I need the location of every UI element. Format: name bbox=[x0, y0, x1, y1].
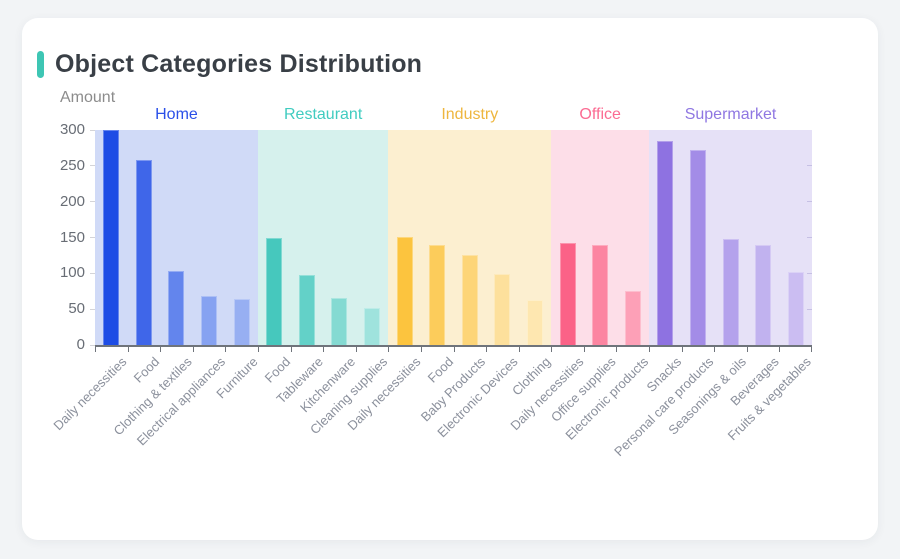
x-axis-tick bbox=[193, 345, 194, 352]
y-axis-tick-right bbox=[807, 272, 812, 274]
bar-supermarket-seasonings-oils[interactable] bbox=[722, 238, 739, 345]
y-axis-tick-right bbox=[807, 165, 812, 167]
x-axis-tick bbox=[747, 345, 748, 352]
y-tick-label: 100 bbox=[59, 264, 85, 282]
bar-industry-clothing[interactable] bbox=[526, 299, 543, 345]
y-tick-label: 0 bbox=[76, 336, 85, 353]
x-axis-tick bbox=[616, 345, 617, 352]
bar-supermarket-beverages[interactable] bbox=[755, 244, 772, 345]
y-axis-tick-left bbox=[90, 201, 95, 203]
group-label-industry: Industry bbox=[441, 106, 499, 123]
bar-supermarket-fruits-vegetables[interactable] bbox=[787, 271, 804, 345]
y-axis-tick-left bbox=[90, 272, 95, 274]
x-axis-tick bbox=[421, 345, 422, 352]
x-axis-tick bbox=[356, 345, 357, 352]
bar-industry-electronic-devices[interactable] bbox=[494, 274, 511, 345]
x-axis-tick bbox=[160, 345, 161, 352]
y-axis-tick-left bbox=[90, 308, 95, 310]
bar-supermarket-personal-care-products[interactable] bbox=[689, 150, 706, 345]
bar-restaurant-cleaning-supplies[interactable] bbox=[364, 308, 381, 345]
group-label-supermarket: Supermarket bbox=[684, 106, 777, 123]
y-axis-tick-right bbox=[807, 201, 812, 203]
bar-home-furniture[interactable] bbox=[233, 299, 250, 345]
y-axis-tick-left bbox=[90, 129, 95, 131]
plot-area: Home Daily necessities Food Clothing & text… bbox=[51, 106, 814, 459]
bar-restaurant-tableware[interactable] bbox=[298, 275, 315, 345]
card-header: Object Categories Distribution bbox=[37, 50, 422, 79]
bar-industry-baby-products[interactable] bbox=[461, 254, 478, 345]
x-axis-tick bbox=[714, 345, 715, 352]
x-axis-tick bbox=[388, 345, 389, 352]
x-axis-tick bbox=[551, 345, 552, 352]
x-axis-tick bbox=[225, 345, 226, 352]
x-axis-tick bbox=[649, 345, 650, 352]
bar-home-daily-necessities[interactable] bbox=[103, 130, 120, 345]
group-label-home: Home bbox=[155, 106, 198, 123]
bar-home-food[interactable] bbox=[135, 160, 152, 345]
x-axis-tick bbox=[323, 345, 324, 352]
bar-restaurant-food[interactable] bbox=[266, 238, 283, 345]
bar-office-daily-necessities[interactable] bbox=[559, 243, 576, 345]
x-axis-tick bbox=[258, 345, 259, 352]
x-axis-tick bbox=[519, 345, 520, 352]
y-tick-label: 300 bbox=[59, 121, 85, 138]
bar-supermarket-snacks[interactable] bbox=[657, 140, 674, 345]
x-axis-tick bbox=[779, 345, 780, 352]
bar-home-clothing-textiles[interactable] bbox=[168, 271, 185, 345]
bar-industry-daily-necessities[interactable] bbox=[396, 236, 413, 345]
y-axis-tick-right bbox=[807, 308, 812, 310]
y-tick-label: 50 bbox=[68, 300, 85, 318]
x-axis-tick bbox=[811, 345, 812, 352]
title-accent-bar bbox=[37, 51, 44, 78]
page-title: Object Categories Distribution bbox=[55, 50, 423, 78]
group-label-office: Office bbox=[579, 106, 621, 123]
y-axis-tick-left bbox=[90, 237, 95, 238]
y-axis-tick-left bbox=[90, 344, 95, 346]
x-axis-tick bbox=[128, 345, 129, 352]
y-tick-label: 250 bbox=[59, 156, 85, 174]
bar-home-electrical-appliances[interactable] bbox=[201, 295, 218, 345]
x-axis-tick bbox=[291, 345, 292, 352]
y-axis-title: Amount bbox=[60, 89, 116, 106]
y-tick-label: 200 bbox=[59, 192, 85, 210]
bar-office-office-supplies[interactable] bbox=[592, 245, 609, 345]
x-axis-tick bbox=[486, 345, 487, 352]
x-axis-tick bbox=[95, 345, 96, 352]
bar-restaurant-kitchenware[interactable] bbox=[331, 298, 348, 345]
bar-office-electronic-products[interactable] bbox=[624, 291, 641, 345]
x-axis-tick bbox=[682, 345, 683, 352]
bar-industry-food[interactable] bbox=[429, 245, 446, 345]
y-axis-tick-left bbox=[90, 165, 95, 167]
y-axis-tick-right bbox=[807, 237, 812, 238]
x-axis-tick bbox=[584, 345, 585, 352]
group-label-restaurant: Restaurant bbox=[284, 106, 363, 123]
y-tick-label: 150 bbox=[59, 228, 85, 246]
chart-card: Object Categories Distribution Amount Ho… bbox=[22, 18, 878, 540]
x-axis-tick bbox=[454, 345, 455, 352]
